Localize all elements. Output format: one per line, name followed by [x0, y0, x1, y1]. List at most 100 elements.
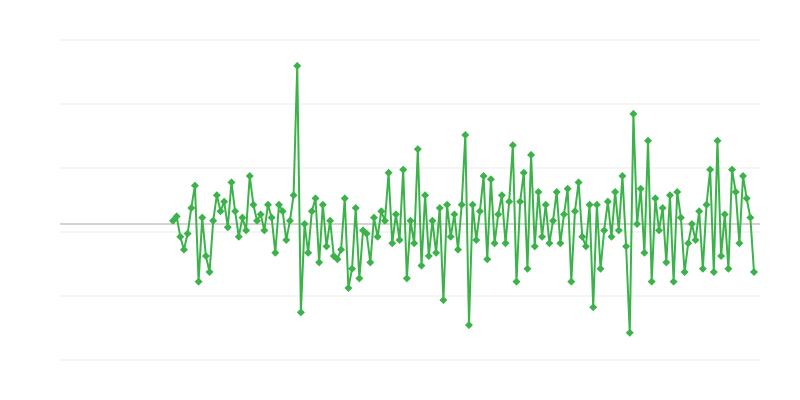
data-point — [245, 172, 254, 180]
data-point — [172, 212, 181, 221]
data-point — [556, 239, 565, 248]
data-point — [731, 188, 740, 196]
data-point — [293, 61, 302, 70]
data-point — [169, 216, 177, 225]
data-point — [289, 191, 298, 200]
data-point — [282, 236, 291, 244]
data-point — [527, 150, 536, 159]
data-point — [742, 194, 751, 203]
data-point — [253, 216, 262, 225]
data-point — [512, 277, 521, 286]
data-point — [567, 277, 576, 286]
data-point — [625, 328, 634, 337]
data-point — [633, 220, 642, 228]
data-point — [271, 248, 280, 257]
data-point — [505, 197, 514, 206]
data-point — [647, 277, 656, 286]
data-point — [523, 264, 532, 273]
data-point — [300, 220, 309, 228]
data-point — [651, 194, 660, 203]
data-point — [344, 284, 353, 292]
data-point — [578, 232, 587, 241]
data-point — [516, 197, 525, 206]
data-point — [622, 242, 631, 251]
data-point — [629, 109, 638, 118]
data-point — [183, 229, 192, 238]
data-point — [603, 197, 612, 206]
data-point — [464, 321, 473, 330]
data-point — [475, 207, 484, 216]
data-point — [676, 213, 685, 222]
data-point — [549, 216, 558, 225]
data-point — [227, 178, 236, 187]
series-line — [172, 64, 755, 334]
data-point — [607, 232, 616, 241]
data-point — [589, 303, 598, 312]
data-point — [713, 136, 722, 145]
data-point — [428, 216, 437, 225]
data-point — [421, 191, 430, 200]
data-point — [205, 268, 214, 276]
data-point — [242, 226, 251, 235]
data-point — [391, 210, 400, 219]
data-point — [380, 216, 389, 225]
data-point — [494, 210, 503, 219]
data-point — [322, 242, 331, 251]
data-point — [326, 216, 335, 225]
data-point — [234, 232, 243, 241]
data-point — [720, 210, 729, 219]
data-point — [315, 258, 324, 267]
data-point — [563, 184, 572, 193]
data-point — [413, 145, 422, 154]
data-point — [461, 131, 470, 140]
data-point — [238, 213, 247, 222]
data-point — [406, 216, 415, 225]
data-point — [545, 239, 554, 248]
data-point — [439, 296, 448, 305]
data-point — [687, 220, 696, 228]
data-point — [614, 226, 623, 235]
data-point — [187, 204, 196, 212]
data-point — [552, 188, 561, 196]
data-point — [179, 245, 188, 254]
data-point — [366, 258, 375, 267]
data-point — [399, 165, 408, 174]
data-point — [355, 274, 364, 283]
data-point — [654, 226, 663, 235]
data-point — [454, 245, 463, 254]
data-point — [680, 268, 689, 276]
data-point — [739, 172, 748, 180]
data-point — [702, 200, 711, 209]
data-point — [417, 261, 426, 270]
data-point — [541, 200, 550, 209]
data-point — [644, 136, 653, 145]
data-point — [216, 207, 225, 216]
data-point — [362, 229, 371, 238]
data-point — [490, 239, 499, 248]
data-point — [600, 226, 609, 235]
data-point — [709, 268, 718, 276]
data-point — [636, 184, 645, 193]
data-point — [190, 181, 199, 190]
data-point — [501, 239, 510, 248]
data-point — [640, 248, 649, 257]
data-point — [201, 252, 210, 260]
data-point — [212, 191, 221, 200]
data-point — [581, 242, 590, 251]
data-point — [750, 268, 758, 276]
data-point — [402, 274, 411, 283]
data-point — [695, 207, 704, 216]
data-point — [519, 168, 528, 177]
series-group — [169, 61, 758, 337]
data-point — [479, 172, 488, 180]
data-point — [267, 213, 276, 222]
data-point — [424, 252, 433, 260]
data-point — [508, 141, 517, 150]
data-point — [746, 213, 755, 222]
data-point — [673, 188, 682, 196]
data-point — [249, 200, 258, 209]
data-point — [384, 168, 393, 177]
data-point — [285, 216, 294, 225]
data-point — [373, 232, 382, 241]
